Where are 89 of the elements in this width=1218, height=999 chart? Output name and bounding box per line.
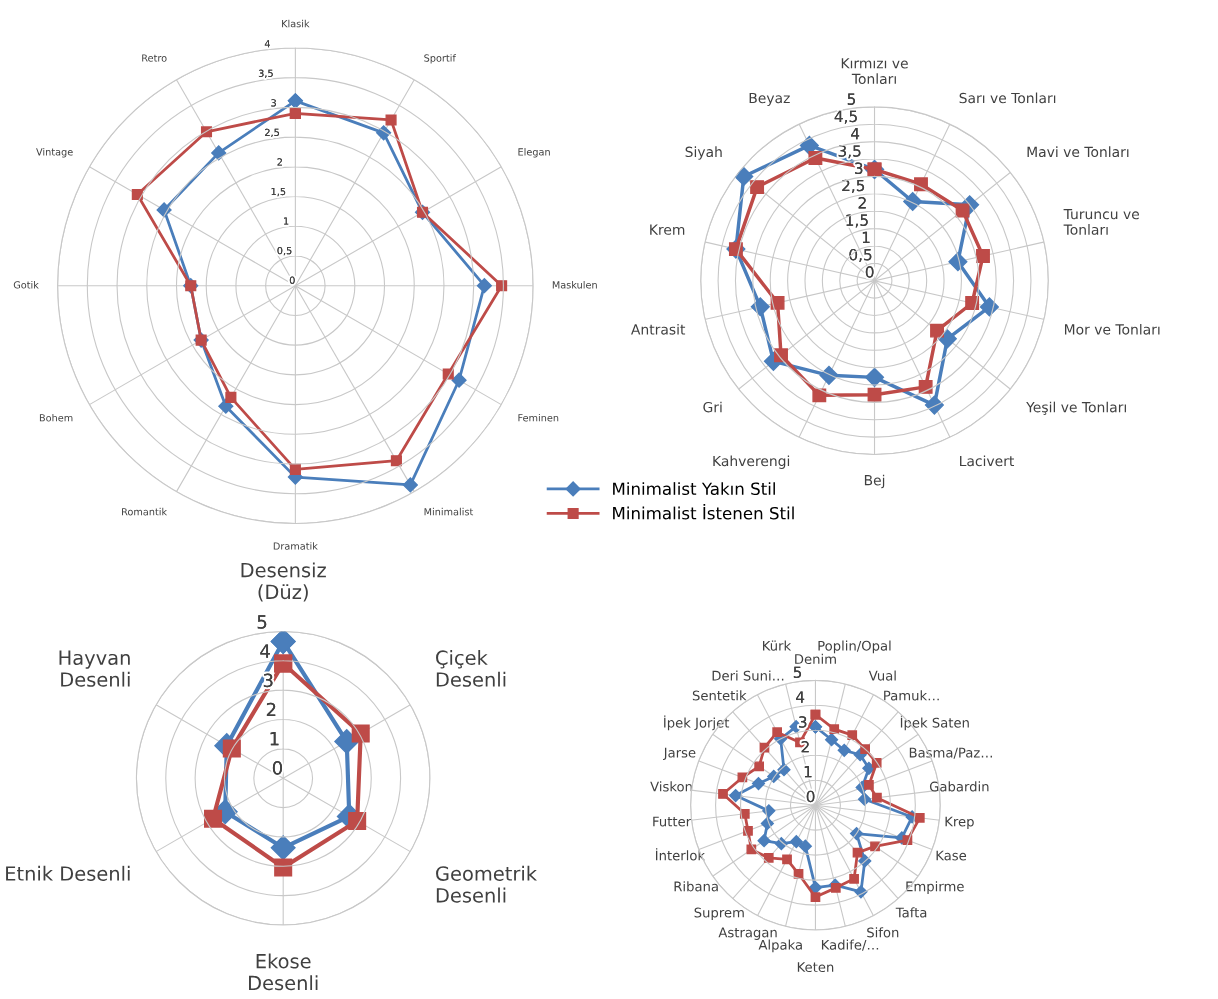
spoke-label: Keten [797,962,834,973]
legend-label: Minimalist İstenen Stil [613,504,794,520]
spoke-label: Alpaka [758,939,802,953]
spoke-label: Sifon [867,927,899,938]
spoke-label: Beyaz [749,92,790,106]
spoke-label: Futter [653,816,692,827]
spoke-label: Maskulen [552,281,597,289]
y-tick-label: 0 [272,761,282,775]
spoke-label: Vual [868,670,896,681]
spoke-label: Çiçek Desenli [436,650,506,687]
y-tick-label: 4 [851,128,860,140]
spoke-label: Ekose Desenli [249,953,318,991]
y-tick-label: 0 [806,790,815,803]
y-tick-label: 1,5 [846,214,868,228]
spoke-label: Denim [795,653,836,665]
spoke-label: Turuncu ve Tonları [1063,208,1140,235]
spoke-label: İpek Saten [900,715,969,731]
spoke-label: Sarı ve Tonları [959,92,1056,104]
spoke-label: Antrasit [631,323,686,335]
spoke-label: Minimalist [424,507,474,516]
spoke-label: Siyah [685,146,722,160]
spoke-label: Pamuk… [884,690,939,701]
spoke-label: Lacivert [960,455,1015,467]
spoke-label: Feminen [518,413,559,422]
spoke-label: Bohem [39,413,73,422]
y-tick-label: 5 [793,666,802,679]
spoke-label: Mavi ve Tonları [1027,146,1129,158]
spoke-label: İpek Jorjet [664,715,730,731]
spoke-label: Geometrik Desenli [436,865,537,903]
spoke-label: Dramatik [273,542,318,550]
y-tick-label: 4 [796,691,805,703]
spoke-label: Poplin/Opal [818,640,891,654]
y-tick-label: 2 [801,741,809,753]
spoke-label: Kürk [763,640,792,651]
spoke-label: Romantik [122,507,168,516]
spoke-label: Deri Suni… [712,670,784,681]
y-tick-label: 5 [847,93,856,105]
spoke-label: Yeşil ve Tonları [1026,401,1126,415]
y-tick-label: 1 [862,231,870,243]
spoke-label: Krem [650,224,685,235]
y-tick-label: 2 [277,158,282,166]
y-tick-label: 3 [271,99,276,107]
spoke-label: Basma/Paz… [909,747,992,759]
spoke-label: Viskon [650,781,692,792]
spoke-label: Kahverengi [713,455,790,469]
y-tick-label: 1 [804,766,812,778]
y-tick-label: 0,5 [849,248,872,263]
legend-label: Minimalist Yakın Stil [613,482,775,496]
y-tick-label: 2,5 [842,179,865,193]
spoke-label: Sentetik [692,690,747,701]
spoke-label: Mor ve Tonları [1064,323,1160,335]
spoke-label: Empirme [906,881,964,894]
spoke-label: Krep [945,816,974,830]
spoke-label: Kase [936,850,967,861]
spoke-label: İnterlok [656,848,706,861]
y-tick-label: 2 [858,197,866,209]
y-tick-label: 0 [865,266,874,278]
y-tick-label: 1 [284,217,289,225]
y-tick-label: 4 [260,644,270,658]
spoke-label: Astragan [718,927,777,940]
spoke-label: Ribana [674,881,718,892]
spoke-label: Sportif [424,54,457,64]
y-tick-label: 4 [264,40,270,48]
spoke-label: Vintage [36,148,73,158]
spoke-label: Gabardin [929,781,989,792]
spoke-label: Gri [703,401,722,413]
spoke-label: Gotik [13,281,39,289]
y-tick-label: 1,5 [271,187,286,197]
y-tick-label: 1 [270,732,279,746]
y-tick-label: 4,5 [834,110,857,124]
y-tick-label: 2,5 [265,128,279,138]
spoke-label: Etnik Desenli [6,865,130,881]
spoke-label: Kırmızı ve Tonları [841,58,908,85]
spoke-label: Jarse [663,747,696,761]
spoke-label: Bej [864,474,885,489]
y-tick-label: 5 [257,615,267,629]
spoke-label: Desensiz (Düz) [241,562,326,602]
spoke-label: Hayvan Desenli [59,650,130,687]
y-tick-label: 3,5 [838,145,861,159]
y-tick-label: 0 [289,276,295,284]
spoke-label: Retro [142,54,167,62]
spoke-label: Klasik [282,19,310,28]
y-tick-label: 0,5 [277,246,292,256]
y-tick-label: 2 [266,702,276,717]
spoke-label: Suprem [694,907,744,921]
y-tick-label: 3,5 [258,69,273,78]
spoke-label: Kadife/… [821,939,879,951]
spoke-label: Elegan [518,148,550,158]
spoke-label: Tafta [895,907,927,918]
